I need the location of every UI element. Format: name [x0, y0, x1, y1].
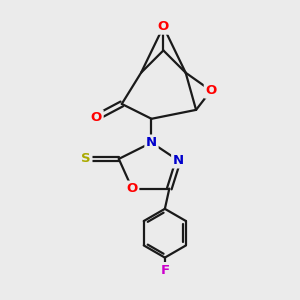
Text: O: O: [205, 84, 217, 97]
Text: N: N: [173, 154, 184, 167]
Text: N: N: [146, 136, 157, 149]
Text: O: O: [91, 111, 102, 124]
Text: S: S: [81, 152, 91, 165]
Text: F: F: [160, 264, 170, 277]
Text: O: O: [158, 20, 169, 33]
Text: O: O: [127, 182, 138, 195]
